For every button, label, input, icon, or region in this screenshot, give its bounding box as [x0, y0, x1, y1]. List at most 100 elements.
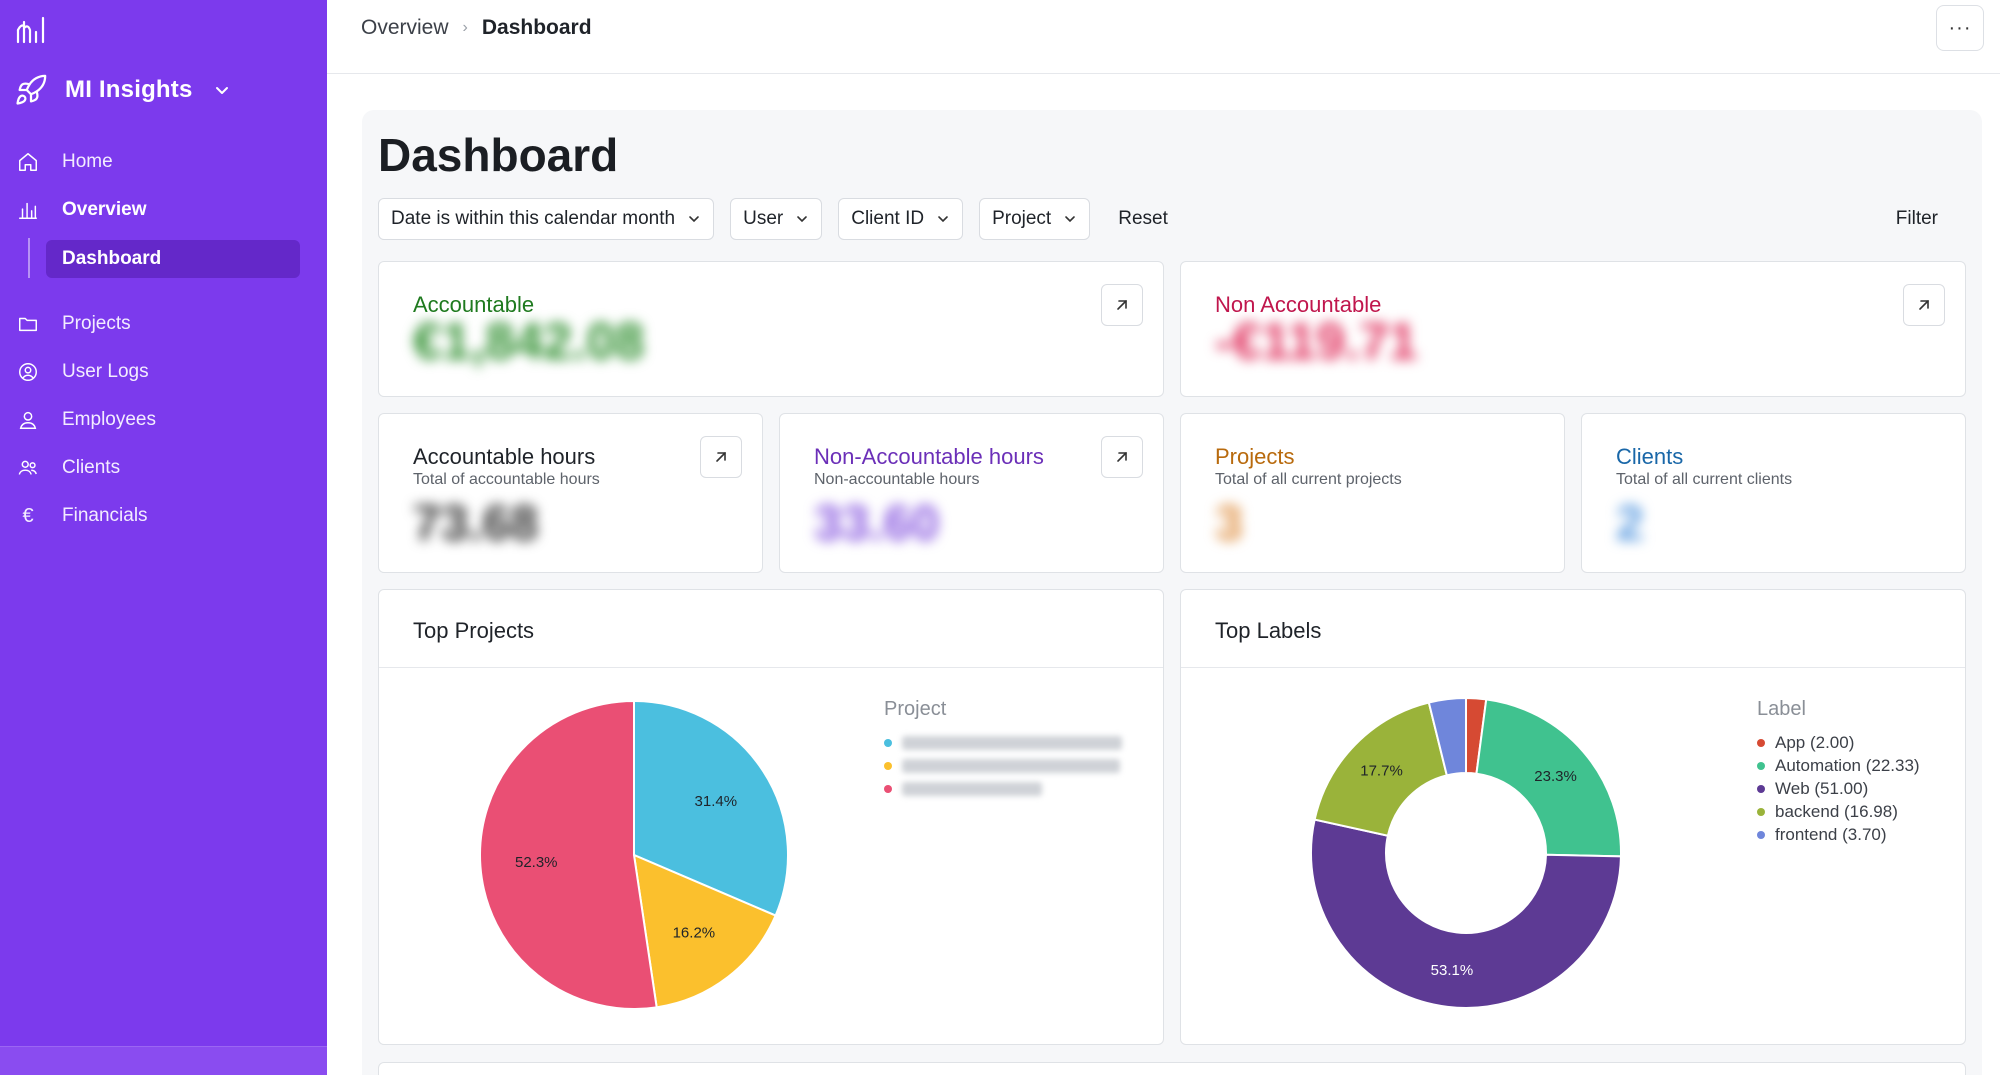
legend-dot — [1757, 830, 1765, 839]
folder-icon — [16, 312, 40, 336]
legend-dot — [884, 761, 892, 770]
labels-slice[interactable] — [1427, 696, 1467, 777]
filter-bar: Date is within this calendar month User … — [378, 198, 1168, 240]
chevron-down-icon — [689, 216, 699, 223]
arrow-up-right-icon — [716, 452, 726, 462]
accountable-card[interactable]: Accountable €1,842.08 — [378, 261, 1164, 397]
labels-slice[interactable] — [1313, 701, 1449, 837]
sidebar-item-label: Employees — [62, 409, 156, 430]
labels-slice-label: 23.3% — [1534, 768, 1577, 785]
sidebar-item-financials[interactable]: € Financials — [0, 492, 327, 540]
overview-subnav: Dashboard — [0, 234, 327, 282]
labels-slice[interactable] — [1475, 698, 1622, 858]
chevron-right-icon: › — [462, 19, 468, 36]
top-projects-pie-chart[interactable]: 31.4% 16.2% 52.3% — [469, 690, 799, 1020]
workspace-switcher[interactable]: MI Insights — [14, 70, 231, 110]
top-projects-card: Top Projects 31.4% 16.2% 52.3% Project — [378, 589, 1164, 1045]
user-icon — [16, 408, 40, 432]
accountable-value: €1,842.08 — [413, 313, 645, 371]
date-filter-select[interactable]: Date is within this calendar month — [378, 198, 715, 240]
users-icon — [16, 456, 40, 480]
sidebar-item-home[interactable]: Home — [0, 138, 327, 186]
non-accountable-hours-card[interactable]: Non-Accountable hours Non-accountable ho… — [779, 413, 1164, 573]
sidebar-item-clients[interactable]: Clients — [0, 444, 327, 492]
legend-item[interactable]: Automation (22.33) — [1757, 754, 1920, 777]
top-labels-card: Top Labels 23.3% 53.1% 17.7% Label App (2.… — [1180, 589, 1966, 1045]
projects-slice[interactable] — [632, 853, 777, 1009]
legend-label — [902, 758, 1120, 773]
sidebar-item-projects[interactable]: Projects — [0, 300, 327, 348]
filter-button[interactable]: Filter — [1895, 208, 1938, 229]
legend-label: frontend (3.70) — [1775, 824, 1887, 844]
labels-slice[interactable] — [1310, 818, 1622, 1009]
project-filter-select[interactable]: Project — [979, 198, 1091, 240]
card-title: Clients — [1616, 444, 1684, 469]
more-options-button[interactable]: ··· — [1936, 5, 1984, 51]
sidebar-item-label: User Logs — [62, 361, 149, 382]
legend-item[interactable]: backend (16.98) — [1757, 800, 1920, 823]
legend-item[interactable]: Web (51.00) — [1757, 777, 1920, 800]
next-card — [378, 1062, 1966, 1075]
sidebar-item-dashboard[interactable]: Dashboard — [46, 240, 300, 278]
projects-slice[interactable] — [479, 699, 658, 1010]
legend-dot — [1757, 738, 1765, 747]
bar-chart-icon — [16, 198, 40, 222]
card-title: Non Accountable — [1215, 292, 1382, 317]
topbar: Overview › Dashboard ··· — [327, 0, 2000, 74]
card-title: Top Labels — [1215, 618, 1322, 643]
brand-name: MI Insights — [65, 76, 193, 103]
sidebar-item-label: Home — [62, 151, 113, 172]
project-filter-label: Project — [992, 208, 1052, 229]
open-details-button[interactable] — [700, 436, 742, 478]
open-details-button[interactable] — [1903, 284, 1945, 326]
legend-item[interactable] — [884, 777, 1122, 800]
projects-slice-label: 31.4% — [695, 793, 738, 810]
sidebar-nav: Home Overview Dashboard Projects User Lo… — [0, 138, 327, 540]
sidebar-footer[interactable] — [0, 1046, 327, 1075]
projects-card[interactable]: Projects Total of all current projects 3 — [1180, 413, 1565, 573]
arrow-up-right-icon — [1919, 300, 1929, 310]
card-title: Accountable — [413, 292, 535, 317]
sidebar-item-overview[interactable]: Overview — [0, 186, 327, 234]
legend-item[interactable]: App (2.00) — [1757, 731, 1920, 754]
sidebar-item-label: Overview — [62, 199, 147, 220]
user-filter-select[interactable]: User — [730, 198, 823, 240]
open-details-button[interactable] — [1101, 284, 1143, 326]
projects-slice[interactable] — [633, 699, 789, 917]
non-accountable-card[interactable]: Non Accountable -€119.71 — [1180, 261, 1966, 397]
legend-item[interactable]: frontend (3.70) — [1757, 823, 1920, 846]
legend-item[interactable] — [884, 754, 1122, 777]
legend-item[interactable] — [884, 731, 1122, 754]
open-details-button[interactable] — [1101, 436, 1143, 478]
breadcrumb: Overview › Dashboard — [361, 14, 592, 42]
sidebar: MI Insights Home Overview Dashboard — [0, 0, 327, 1075]
client-id-filter-select[interactable]: Client ID — [838, 198, 964, 240]
legend-label: App (2.00) — [1775, 732, 1855, 752]
non-accountable-hours-value: 33.60 — [814, 495, 940, 551]
legend-title: Project — [884, 698, 947, 720]
legend-dot — [884, 784, 892, 793]
breadcrumb-parent[interactable]: Overview — [361, 16, 449, 39]
top-labels-donut-chart[interactable]: 23.3% 53.1% 17.7% — [1301, 688, 1631, 1018]
legend-dot — [1757, 807, 1765, 816]
top-projects-legend: Project — [884, 698, 1122, 800]
top-labels-legend: Label App (2.00) Automation (22.33) Web (5… — [1757, 698, 1920, 846]
accountable-hours-card[interactable]: Accountable hours Total of accountable h… — [378, 413, 763, 573]
reset-filters-button[interactable]: Reset — [1118, 208, 1168, 229]
chevron-down-icon — [938, 216, 948, 223]
sidebar-item-employees[interactable]: Employees — [0, 396, 327, 444]
legend-label: Web (51.00) — [1775, 778, 1869, 798]
non-accountable-value: -€119.71 — [1215, 313, 1418, 371]
card-subtitle: Non-accountable hours — [814, 471, 980, 488]
client-id-filter-label: Client ID — [851, 208, 925, 229]
sidebar-item-user-logs[interactable]: User Logs — [0, 348, 327, 396]
legend-dot — [884, 738, 892, 747]
legend-label — [902, 781, 1042, 796]
legend-dot — [1757, 761, 1765, 770]
legend-title: Label — [1757, 698, 1806, 720]
clients-card[interactable]: Clients Total of all current clients 2 — [1581, 413, 1966, 573]
app-logo-icon[interactable] — [14, 14, 48, 48]
projects-slice-label: 52.3% — [515, 854, 558, 871]
card-header: Top Projects — [379, 590, 1163, 668]
rocket-icon — [14, 73, 48, 107]
